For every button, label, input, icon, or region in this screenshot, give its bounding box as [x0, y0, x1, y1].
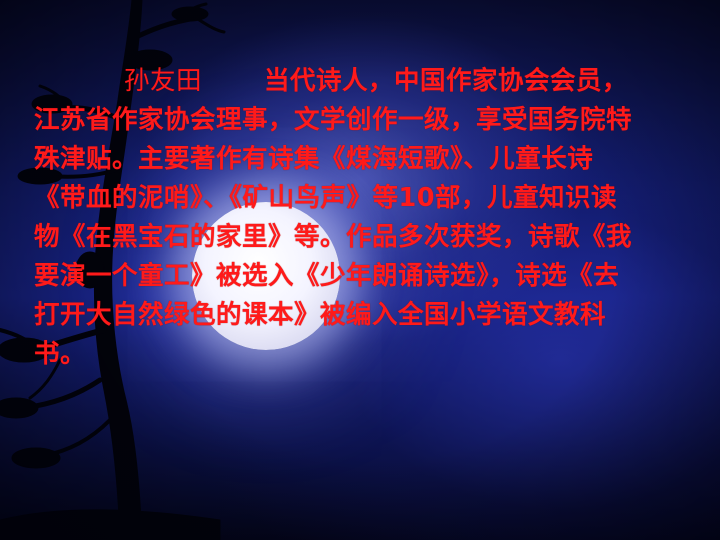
author-bio-text: 当代诗人，中国作家协会会员，江苏省作家协会理事，文学创作一级，享受国务院特殊津贴… [34, 66, 633, 369]
author-name: 孙友田 [124, 66, 203, 96]
author-bio-paragraph: 孙友田 当代诗人，中国作家协会会员，江苏省作家协会理事，文学创作一级，享受国务院特… [34, 62, 638, 374]
